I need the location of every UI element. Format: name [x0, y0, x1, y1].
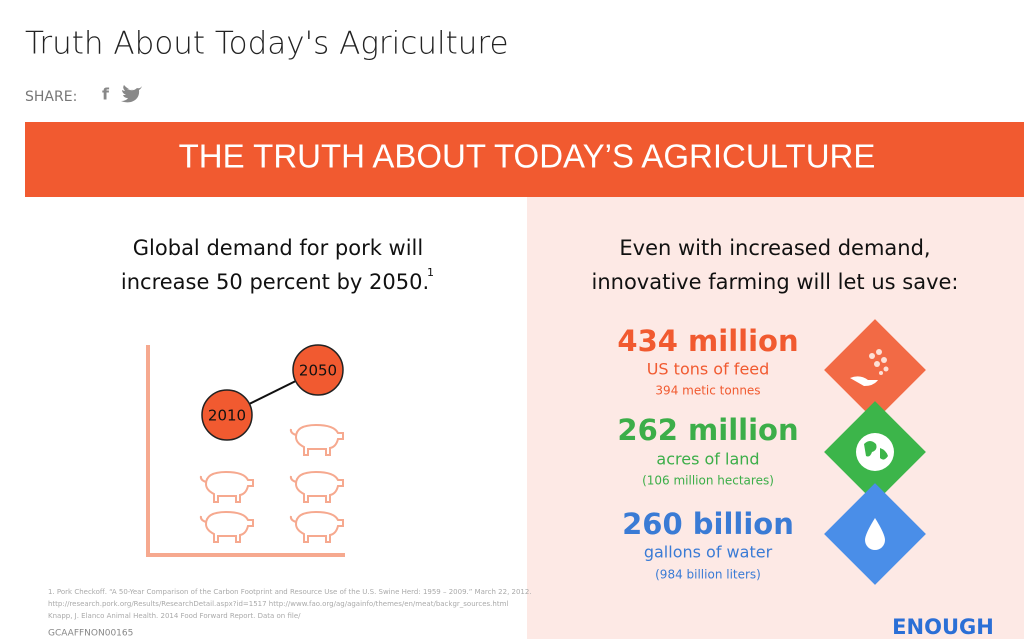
globe-land [864, 441, 888, 460]
stat-unit: US tons of feed [647, 360, 770, 379]
footnote-mark: 1 [427, 266, 434, 279]
share-label: SHARE: [25, 89, 77, 105]
pigs [199, 423, 344, 543]
page-title: Truth About Today's Agriculture [25, 26, 509, 62]
left-heading: increase 50 percent by 2050. [121, 270, 429, 294]
stat-amount: 434 million [617, 324, 798, 358]
code: GCAAFFNON00165 [48, 629, 133, 639]
footnote: Knapp, J. Elanco Animal Health. 2014 Foo… [48, 612, 301, 620]
twitter-icon[interactable] [121, 85, 142, 103]
stats: 434 million US tons of feed 394 metic to… [617, 324, 798, 582]
drop-icon [865, 518, 885, 550]
year-label: 2010 [208, 407, 246, 425]
facebook-icon[interactable]: f [102, 85, 110, 104]
banner [25, 122, 1024, 197]
stat-metric: 394 metic tonnes [655, 384, 760, 398]
footnote: 1. Pork Checkoff. “A 50-Year Comparison … [48, 588, 532, 596]
stat-amount: 260 billion [622, 507, 794, 541]
stat-metric: (106 million hectares) [642, 474, 774, 488]
stat-unit: gallons of water [644, 543, 773, 562]
diamonds [824, 319, 926, 585]
footnote: http://research.pork.org/Results/Researc… [48, 600, 508, 608]
hand-icon [850, 376, 878, 386]
chart-axes [146, 345, 345, 557]
stat-amount: 262 million [617, 413, 798, 447]
feed-icon [869, 349, 889, 375]
right-panel [527, 197, 1024, 639]
year-label: 2050 [299, 362, 337, 380]
stat-metric: (984 billion liters) [655, 568, 761, 582]
left-heading: Global demand for pork will [133, 236, 423, 260]
globe-icon [856, 433, 894, 471]
right-heading: innovative farming will let us save: [592, 270, 959, 294]
year-circle [292, 344, 344, 396]
pork-chart: 2010 2050 [146, 344, 345, 557]
year-circle [201, 389, 253, 441]
stat-unit: acres of land [656, 450, 759, 469]
logo: ENOUGH [892, 615, 994, 639]
banner-title: THE TRUTH ABOUT TODAY’S AGRICULTURE [179, 138, 876, 175]
right-heading: Even with increased demand, [619, 236, 930, 260]
